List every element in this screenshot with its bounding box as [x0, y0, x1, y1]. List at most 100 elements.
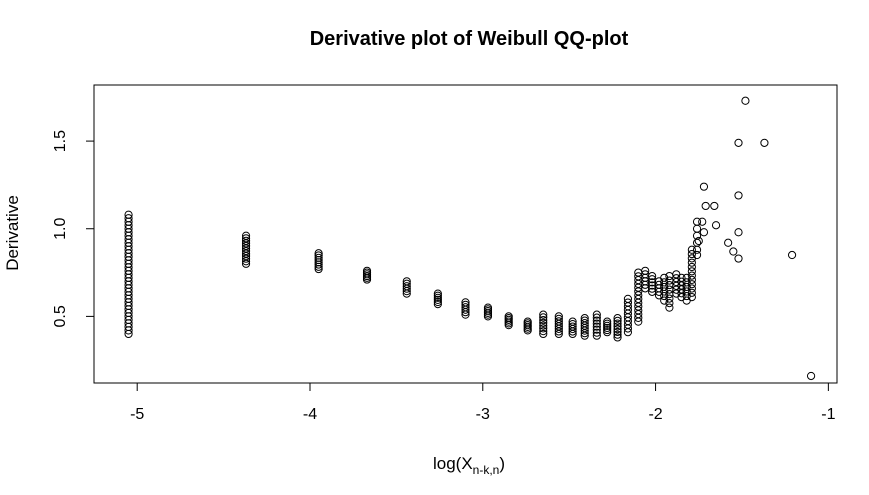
data-point [682, 278, 691, 287]
data-point [568, 317, 577, 326]
data-point [554, 312, 563, 321]
data-point [677, 273, 686, 282]
data-point [433, 291, 442, 300]
data-point [687, 254, 696, 263]
data-point [539, 313, 548, 322]
x-tick-label: -5 [130, 406, 144, 423]
data-point [592, 331, 601, 340]
data-point [592, 325, 601, 334]
y-axis-label: Derivative [3, 195, 22, 271]
data-point [539, 327, 548, 336]
data-point [603, 319, 612, 328]
data-point [660, 291, 669, 301]
data-point [699, 182, 709, 191]
data-point [623, 294, 633, 303]
data-point [461, 298, 470, 307]
data-point [613, 322, 622, 331]
data-point [483, 303, 493, 312]
data-point [613, 314, 622, 323]
data-point [592, 328, 601, 337]
data-point [665, 299, 674, 308]
data-point [660, 278, 669, 287]
data-point [124, 210, 133, 219]
data-point [603, 321, 612, 330]
data-point [592, 319, 601, 328]
x-tick-label: -1 [821, 406, 835, 423]
data-point [613, 330, 622, 339]
data-point [734, 228, 743, 237]
data-point [687, 249, 696, 259]
data-point [433, 293, 442, 302]
data-point [694, 236, 703, 246]
data-point [687, 288, 696, 297]
y-tick-label: 0.5 [52, 305, 69, 327]
data-point [665, 294, 674, 303]
data-point [523, 317, 532, 326]
x-axis-label: log(Xn-k,n) [433, 454, 505, 477]
data-point [314, 253, 323, 262]
data-point [580, 314, 589, 323]
data-point [603, 325, 612, 335]
data-point [687, 284, 696, 293]
data-point [402, 279, 411, 288]
data-point [687, 271, 696, 280]
data-point [580, 319, 589, 328]
data-point [687, 280, 696, 289]
data-point [402, 277, 411, 286]
data-point [623, 298, 633, 307]
data-point [539, 324, 548, 333]
data-point [692, 224, 702, 233]
data-point [660, 273, 669, 282]
data-point [692, 217, 702, 226]
data-point [554, 314, 563, 323]
data-point [660, 296, 669, 305]
data-point [692, 250, 702, 260]
data-point [314, 251, 323, 260]
data-point [603, 328, 612, 337]
data-point [568, 322, 577, 331]
data-point [433, 289, 442, 298]
data-point [539, 318, 548, 327]
y-tick-label: 1.5 [52, 130, 69, 152]
data-point [711, 221, 721, 230]
data-point [554, 317, 563, 326]
data-point [701, 201, 710, 211]
data-point [539, 316, 548, 325]
data-point [433, 297, 442, 307]
y-tick-label: 1.0 [52, 218, 69, 240]
data-point [568, 320, 577, 329]
data-point [687, 293, 696, 302]
x-tick-label: -2 [648, 406, 662, 423]
data-point [402, 282, 411, 291]
data-point [603, 317, 612, 326]
data-point [687, 262, 696, 272]
data-point [613, 316, 622, 325]
data-point [592, 322, 601, 331]
x-tick-label: -4 [303, 406, 317, 423]
data-point [692, 238, 702, 247]
data-point [687, 275, 696, 284]
data-point [687, 267, 696, 276]
data-point [433, 295, 442, 305]
data-point [787, 250, 797, 260]
data-point [654, 280, 664, 289]
data-point [539, 310, 548, 319]
data-point [461, 303, 470, 312]
data-point [539, 329, 548, 339]
data-point [729, 247, 738, 256]
data-point [433, 300, 442, 309]
data-point [698, 217, 707, 226]
data-point [241, 236, 251, 245]
x-tick-label: -3 [476, 406, 490, 423]
data-point [613, 327, 622, 337]
data-point [677, 277, 686, 286]
data-point [592, 310, 601, 319]
data-point [314, 249, 323, 258]
data-point [760, 138, 769, 147]
data-point [613, 325, 622, 334]
data-point [734, 138, 743, 147]
data-point [592, 313, 601, 322]
data-point [710, 201, 719, 211]
data-point [504, 312, 513, 321]
data-point [734, 191, 743, 200]
